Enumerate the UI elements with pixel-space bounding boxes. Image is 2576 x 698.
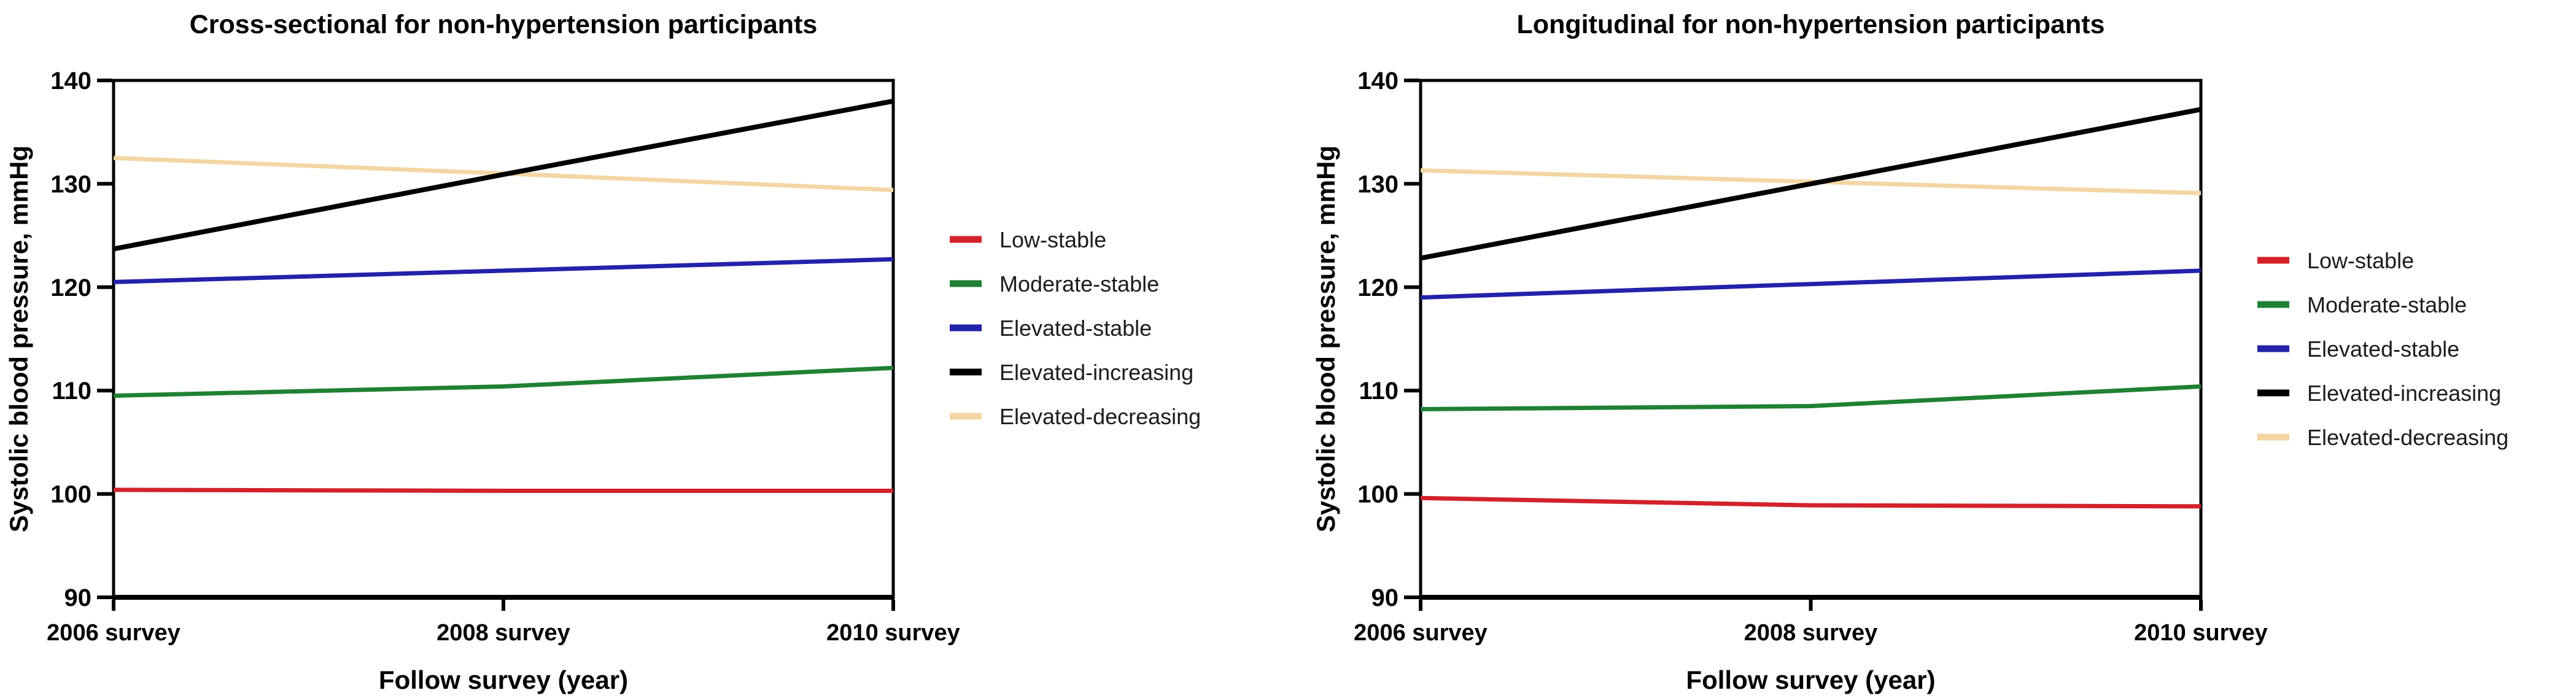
legend-label-elevated-stable: Elevated-stable — [999, 316, 1152, 341]
chart-panel-longitudinal: Longitudinal for non-hypertension partic… — [1311, 10, 2508, 694]
y-axis-title: Systolic blood pressure, mmHg — [4, 145, 33, 532]
legend-swatch-moderate-stable — [950, 280, 982, 287]
series-line-low-stable — [1420, 495, 2202, 509]
legend-swatch-elevated-increasing — [2257, 389, 2289, 397]
legend-label-elevated-increasing: Elevated-increasing — [999, 360, 1193, 385]
legend-label-elevated-stable: Elevated-stable — [2307, 336, 2459, 362]
legend-swatch-low-stable — [950, 236, 982, 243]
x-axis-title: Follow survey (year) — [1686, 665, 1935, 694]
x-tick-label: 2010 survey — [2134, 620, 2268, 646]
x-axis-title: Follow survey (year) — [379, 665, 628, 694]
legend-label-elevated-decreasing: Elevated-decreasing — [999, 404, 1201, 429]
legend-swatch-low-stable — [2257, 257, 2289, 264]
y-tick-label: 130 — [50, 171, 91, 198]
y-tick-label: 140 — [50, 68, 91, 95]
series-line-elevated-increasing — [1420, 107, 2202, 261]
y-tick-label: 110 — [52, 378, 91, 405]
x-tick-label: 2008 survey — [436, 620, 570, 646]
x-tick-label: 2008 survey — [1744, 620, 1878, 646]
y-tick-label: 110 — [1359, 378, 1399, 405]
y-tick-label: 130 — [1357, 171, 1399, 198]
y-tick-label: 140 — [1357, 68, 1399, 95]
legend-label-low-stable: Low-stable — [2307, 248, 2414, 273]
x-tick-label: 2010 survey — [826, 620, 960, 646]
legend-swatch-elevated-stable — [2257, 345, 2289, 352]
y-tick-label: 90 — [1371, 584, 1399, 611]
legend: Low-stable Moderate-stable Elevated-stable… — [950, 227, 1201, 429]
legend-label-moderate-stable: Moderate-stable — [2307, 292, 2467, 317]
y-tick-label: 100 — [1357, 481, 1399, 508]
y-axis-title: Systolic blood pressure, mmHg — [1311, 145, 1340, 532]
legend-label-elevated-increasing: Elevated-increasing — [2307, 381, 2501, 406]
legend-swatch-elevated-decreasing — [950, 413, 982, 420]
legend-swatch-elevated-stable — [950, 324, 982, 332]
chart-title: Longitudinal for non-hypertension partic… — [1517, 10, 2105, 39]
legend-swatch-moderate-stable — [2257, 301, 2289, 308]
y-tick-label: 120 — [1357, 274, 1399, 301]
legend-swatch-elevated-increasing — [950, 368, 982, 376]
x-tick-label: 2006 survey — [47, 620, 180, 646]
legend-label-moderate-stable: Moderate-stable — [999, 271, 1159, 297]
series-line-elevated-stable — [1420, 268, 2202, 300]
legend-label-elevated-decreasing: Elevated-decreasing — [2307, 425, 2508, 450]
x-tick-label: 2006 survey — [1354, 620, 1488, 646]
chart-panel-cross-sectional: Cross-sectional for non-hypertension par… — [4, 10, 1201, 694]
legend-swatch-elevated-decreasing — [2257, 433, 2289, 441]
series-line-elevated-stable — [113, 257, 894, 284]
y-tick-label: 100 — [50, 481, 91, 508]
legend-label-low-stable: Low-stable — [999, 227, 1106, 252]
plot-frame — [1419, 79, 2203, 599]
plot-frame — [112, 79, 895, 599]
y-tick-label: 90 — [64, 584, 92, 611]
chart-title: Cross-sectional for non-hypertension par… — [190, 10, 818, 39]
series-line-low-stable — [113, 487, 893, 493]
y-tick-label: 120 — [50, 274, 91, 301]
series-line-moderate-stable — [113, 365, 894, 398]
series-line-moderate-stable — [1420, 384, 2202, 411]
legend: Low-stable Moderate-stable Elevated-stable… — [2257, 248, 2508, 450]
series-line-elevated-increasing — [113, 98, 894, 252]
